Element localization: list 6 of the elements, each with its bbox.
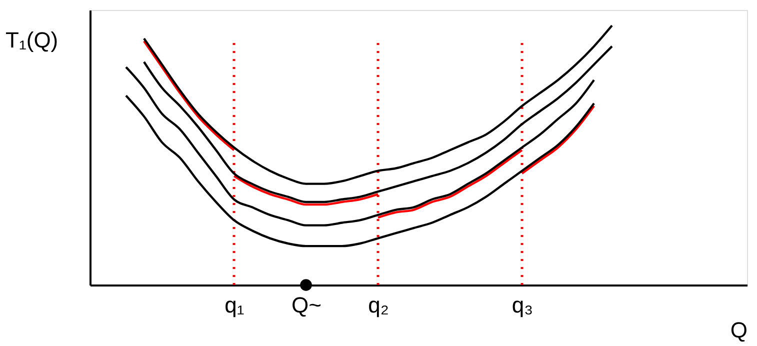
x-tick-label: Q~ xyxy=(292,292,322,318)
x-axis-title: Q xyxy=(730,318,748,342)
x-tick-label: q₁ xyxy=(224,292,244,318)
x-tick-label: q₂ xyxy=(368,292,389,318)
x-tick-label: q₃ xyxy=(512,292,534,318)
y-axis-title: T₁(Q) xyxy=(6,28,58,52)
